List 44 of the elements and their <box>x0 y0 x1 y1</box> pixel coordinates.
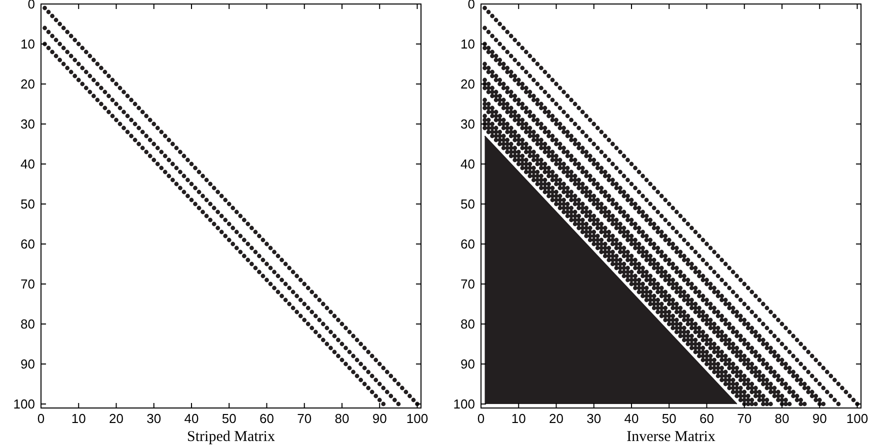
x-tick-label: 100 <box>406 411 428 426</box>
x-tick-label: 0 <box>477 411 485 426</box>
y-tick-label: 100 <box>453 396 475 412</box>
x-tick-label: 80 <box>774 411 790 426</box>
x-tick-label: 30 <box>586 411 602 426</box>
y-tick-label: 50 <box>20 196 35 212</box>
y-tick-label: 70 <box>20 276 35 292</box>
x-tick-label: 10 <box>511 411 526 426</box>
x-tick-label: 60 <box>260 411 274 426</box>
y-tick-label: 60 <box>20 236 35 252</box>
x-tick-label: 70 <box>297 411 312 426</box>
x-tick-label: 20 <box>109 411 124 426</box>
y-tick-label: 30 <box>20 116 35 132</box>
y-tick-label: 30 <box>460 116 475 132</box>
x-tick-label: 0 <box>37 411 45 426</box>
y-tick-label: 90 <box>460 356 475 372</box>
x-tick-label: 90 <box>372 411 387 426</box>
x-tick-label: 40 <box>184 411 199 426</box>
y-tick-label: 80 <box>460 316 475 332</box>
y-tick-label: 80 <box>20 316 35 332</box>
x-axis-title: Striped Matrix <box>187 429 276 445</box>
x-tick-label: 10 <box>71 411 86 426</box>
y-tick-label: 70 <box>460 276 475 292</box>
x-tick-label: 20 <box>549 411 564 426</box>
x-tick-label: 60 <box>700 411 714 426</box>
x-tick-label: 40 <box>624 411 639 426</box>
y-tick-label: 10 <box>20 36 35 52</box>
x-axis-title: Inverse Matrix <box>626 429 716 445</box>
x-tick-label: 50 <box>662 411 676 426</box>
x-tick-label: 80 <box>334 411 350 426</box>
y-tick-label: 90 <box>20 356 35 372</box>
y-tick-label: 60 <box>460 236 475 252</box>
y-tick-label: 100 <box>13 396 35 412</box>
y-tick-label: 40 <box>20 156 35 172</box>
y-tick-label: 20 <box>460 76 475 92</box>
y-tick-label: 50 <box>460 196 475 212</box>
x-tick-label: 30 <box>146 411 162 426</box>
y-tick-label: 10 <box>460 36 475 52</box>
x-tick-label: 90 <box>812 411 827 426</box>
x-tick-label: 50 <box>222 411 236 426</box>
y-tick-label: 40 <box>460 156 475 172</box>
x-tick-label: 70 <box>737 411 752 426</box>
x-tick-label: 100 <box>846 411 868 426</box>
y-tick-label: 20 <box>20 76 35 92</box>
